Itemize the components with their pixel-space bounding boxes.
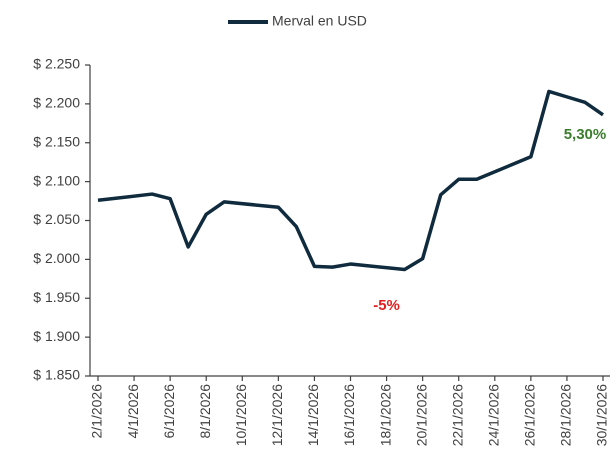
y-tick-label: $ 1.850 — [33, 367, 80, 383]
x-tick-label: 16/1/2026 — [341, 384, 357, 446]
annotation: -5% — [373, 297, 400, 314]
x-tick-label: 30/1/2026 — [594, 384, 610, 446]
legend-label: Merval en USD — [272, 13, 367, 29]
y-tick-label: $ 1.900 — [33, 328, 80, 344]
annotation: 5,30% — [564, 126, 607, 143]
x-tick-label: 10/1/2026 — [233, 384, 249, 446]
y-tick-label: $ 2.200 — [33, 95, 80, 111]
y-tick-label: $ 2.250 — [33, 56, 80, 72]
line — [97, 89, 604, 272]
y-tick-label: $ 2.050 — [33, 211, 80, 227]
x-tick-label: 24/1/2026 — [485, 384, 501, 446]
x-tick-label: 12/1/2026 — [269, 384, 285, 446]
y-tick-label: $ 1.950 — [33, 289, 80, 305]
y-tick-label: $ 2.000 — [33, 250, 80, 266]
y-tick-label: $ 2.150 — [33, 133, 80, 149]
x-tick-label: 26/1/2026 — [522, 384, 538, 446]
x-tick-label: 20/1/2026 — [413, 384, 429, 446]
x-tick-label: 18/1/2026 — [377, 384, 393, 446]
x-tick-label: 14/1/2026 — [305, 384, 321, 446]
x-tick-label: 4/1/2026 — [125, 384, 141, 439]
x-tick-label: 2/1/2026 — [89, 384, 105, 439]
y-tick-label: $ 2.100 — [33, 172, 80, 188]
x-tick-label: 22/1/2026 — [449, 384, 465, 446]
x-tick-label: 8/1/2026 — [197, 384, 213, 439]
x-tick-label: 6/1/2026 — [161, 384, 177, 439]
x-tick-label: 28/1/2026 — [558, 384, 574, 446]
